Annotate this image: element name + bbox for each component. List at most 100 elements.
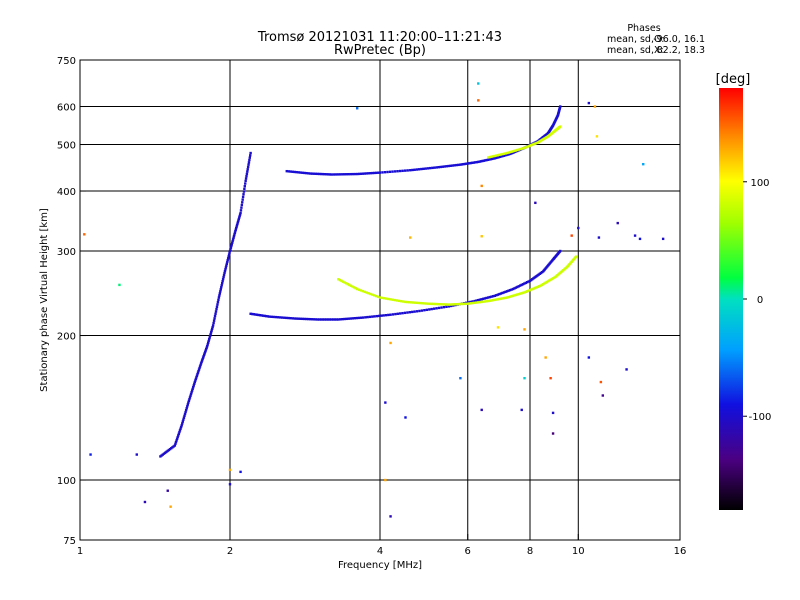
data-point [507, 153, 511, 156]
data-point [483, 300, 487, 303]
data-point [457, 163, 460, 167]
data-point [451, 164, 454, 167]
data-point [625, 368, 628, 371]
data-point [363, 172, 366, 175]
data-point [232, 234, 236, 238]
stats-o-values: -96.0, 16.1 [653, 34, 705, 45]
data-point [247, 161, 251, 164]
data-point [325, 318, 328, 321]
data-point [491, 155, 495, 158]
data-point [638, 237, 642, 241]
data-point [574, 255, 578, 258]
data-point [486, 296, 490, 299]
data-point [543, 282, 546, 285]
data-point [505, 290, 509, 293]
data-point [291, 317, 295, 320]
data-point [461, 302, 465, 306]
data-point [172, 445, 175, 448]
data-point [160, 454, 163, 457]
data-point [206, 343, 209, 346]
data-point [323, 172, 326, 176]
data-point [161, 453, 165, 456]
data-point [449, 304, 453, 308]
data-point [162, 452, 166, 455]
data-point [369, 292, 372, 296]
data-point [165, 450, 168, 454]
data-point [180, 424, 183, 427]
data-point [465, 162, 468, 165]
data-point [415, 168, 419, 171]
data-point [349, 284, 353, 287]
data-point [386, 170, 389, 174]
data-point [171, 446, 174, 449]
data-point [216, 303, 219, 306]
data-point [523, 282, 526, 285]
data-point [245, 172, 249, 176]
data-point [189, 394, 192, 397]
data-point [261, 314, 265, 317]
data-point [351, 285, 354, 288]
data-point [498, 297, 501, 301]
data-point [471, 161, 474, 165]
data-point [462, 162, 465, 166]
data-point [466, 162, 470, 165]
data-point [218, 294, 221, 297]
data-point [191, 387, 194, 391]
data-point [289, 170, 292, 173]
chart-subtitle: RwPretec (Bp) [334, 43, 426, 58]
x-tick-label: 2 [227, 546, 233, 557]
data-point [513, 287, 516, 290]
data-point [197, 368, 201, 371]
data-point [480, 235, 483, 238]
data-point [518, 284, 522, 287]
data-point [118, 283, 121, 287]
data-point [504, 296, 507, 300]
data-point [203, 350, 207, 354]
data-point [199, 363, 202, 367]
data-point [355, 107, 359, 110]
data-point [459, 163, 462, 166]
y-axis-label: Stationary phase Virtual Height [km] [39, 208, 50, 392]
data-point [417, 301, 420, 305]
data-point [487, 299, 490, 303]
data-point [475, 160, 479, 164]
data-point [545, 280, 548, 284]
data-point [447, 305, 451, 308]
data-point [361, 289, 365, 293]
data-point [173, 444, 177, 447]
data-point [510, 288, 513, 291]
data-point [225, 264, 228, 267]
data-point [449, 303, 452, 306]
data-point [280, 316, 284, 319]
data-point [485, 158, 488, 162]
data-point [369, 171, 372, 175]
data-point [234, 228, 237, 231]
data-point [500, 155, 503, 158]
data-point [210, 327, 214, 331]
data-point [197, 369, 200, 373]
data-point [523, 376, 526, 380]
data-point [285, 316, 288, 320]
data-point [469, 302, 473, 305]
colorbar-label: [deg] [716, 72, 751, 87]
data-point [498, 155, 502, 159]
data-point [587, 356, 591, 359]
data-point [404, 416, 407, 419]
data-point [297, 317, 300, 320]
data-point [236, 222, 239, 225]
data-point [483, 297, 487, 300]
data-point [387, 313, 390, 317]
data-point [367, 292, 370, 295]
data-point [349, 172, 353, 176]
data-point [401, 169, 404, 173]
data-point [453, 303, 457, 306]
data-point [546, 280, 550, 283]
data-point [460, 163, 464, 166]
data-point [211, 325, 214, 329]
data-point [374, 294, 378, 298]
data-point [642, 162, 645, 166]
data-point [490, 295, 493, 298]
data-point [184, 410, 187, 414]
data-point [540, 283, 544, 287]
data-point [501, 152, 504, 156]
